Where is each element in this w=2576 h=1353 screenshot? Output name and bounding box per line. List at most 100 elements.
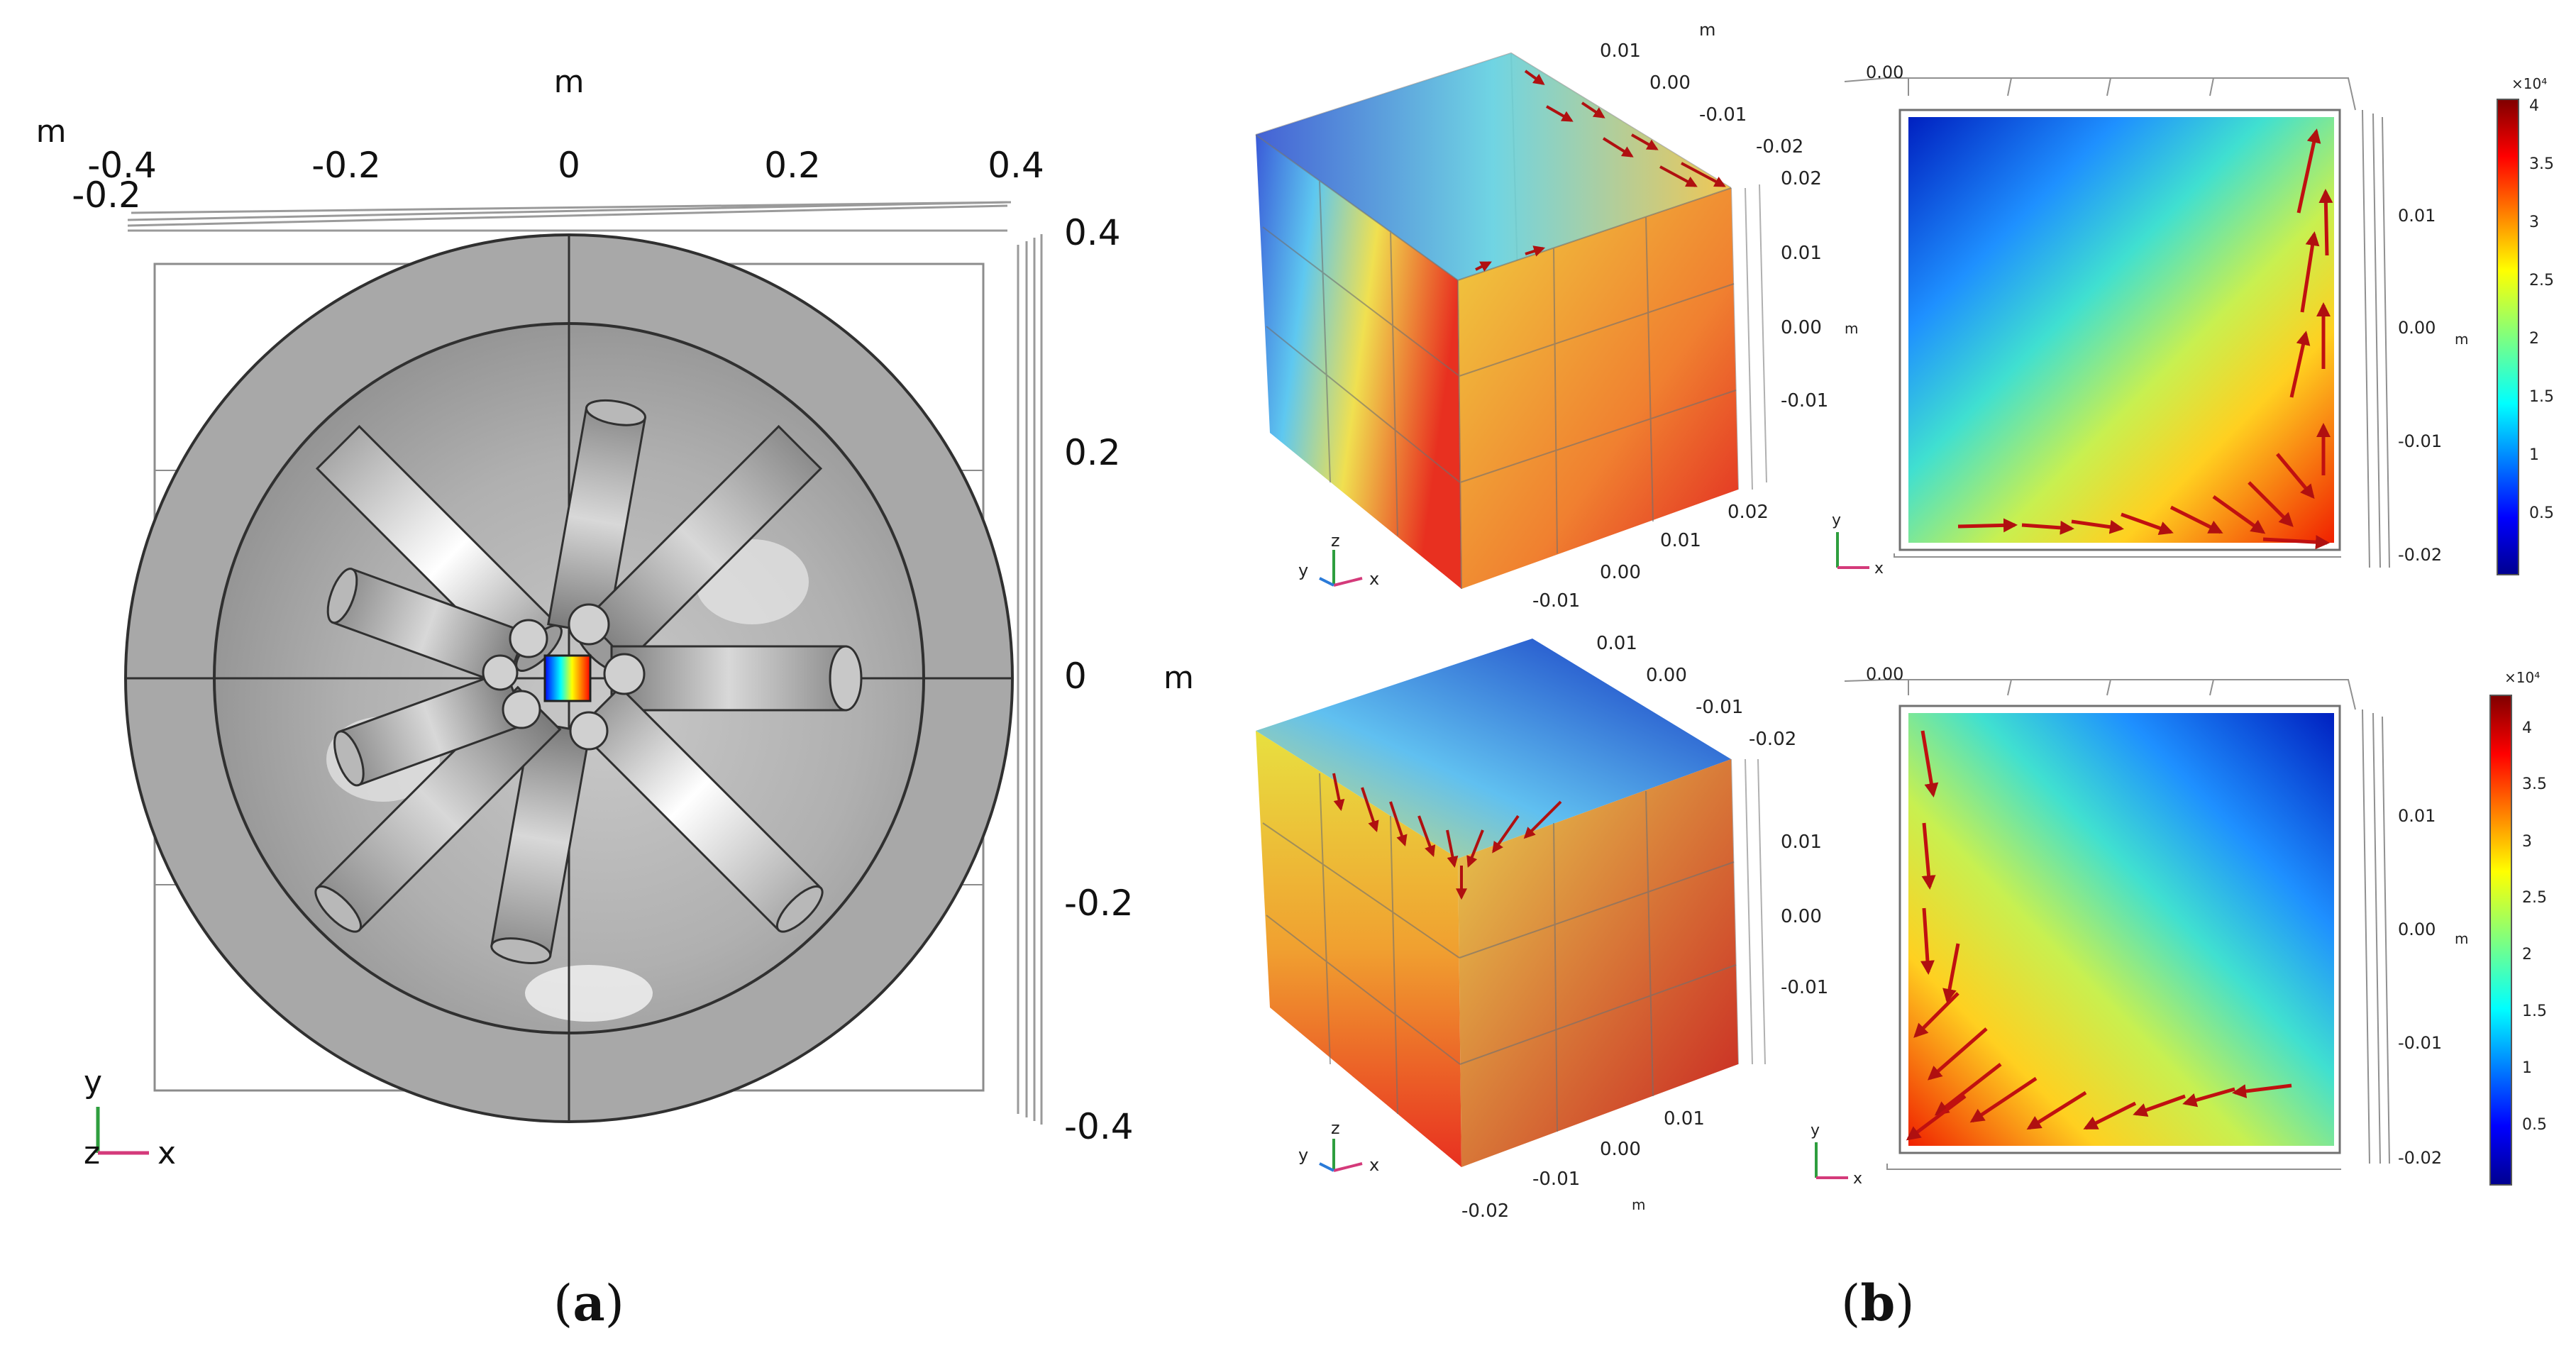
right-tick-4: -0.4 [1064,1106,1134,1147]
top-tick-1: -0.2 [311,145,381,186]
triad-z-label: z [84,1135,100,1171]
caption-a: (a) [553,1274,624,1332]
colorbar-top-tick-5: 1.5 [2529,388,2554,406]
cube-top-right-tick-3: -0.01 [1781,390,1828,412]
colorbar-bottom-tick-6: 1 [2522,1059,2532,1077]
slice-top-right-unit: m [2455,331,2468,348]
cube-bottom-bottom-tick-0: -0.02 [1461,1200,1509,1222]
cube-top-triad-z: z [1331,531,1340,551]
triad-y-label: y [84,1064,102,1100]
colorbar-bottom-tick-5: 1.5 [2522,1003,2547,1020]
cube-bottom-right-tick-1: 0.00 [1781,906,1822,927]
slice-bottom-right-tick-0: 0.01 [2398,806,2436,826]
colorbar-top-tick-3: 2.5 [2529,272,2554,289]
colorbar-bottom-tick-3: 2.5 [2522,889,2547,907]
right-tick-1: 0.2 [1064,432,1121,473]
cube-top-back-tick-1: 0.00 [1649,72,1691,94]
colorbar-bottom-tick-7: 0.5 [2522,1116,2547,1134]
cube-bottom-back-tick-1: 0.00 [1646,665,1687,686]
colorbar-top-tick-0: 4 [2529,97,2539,115]
slice-top: 0.00 0.01 0.00 -0.01 -0.02 m m y x [1832,62,2468,578]
colorbar-top: ×10⁴ 4 3.5 3 2.5 2 1.5 1 0.5 [2497,75,2554,575]
slice-top-triad-x: x [1874,560,1884,578]
top-tick-0: -0.4 [87,145,157,186]
slice-top-right-tick-0: 0.01 [2398,206,2436,226]
cube-bottom-right-tick-0: 0.01 [1781,832,1822,853]
slice-bottom-right-unit: m [2455,930,2468,947]
slice-bottom: 0.00 0.01 0.00 -0.01 -0.02 m y x [1811,664,2468,1188]
cube-bottom-triad-z: z [1331,1118,1340,1138]
cube-bottom-triad-y: y [1298,1145,1308,1165]
colorbar-bottom: ×10⁴ 4 3.5 3 2.5 2 1.5 1 0.5 [2489,669,2547,1186]
colorbar-bottom-exponent: ×10⁴ [2504,669,2540,686]
cube-bottom-triad: z y x [1298,1118,1379,1175]
colorbar-bottom-tick-0: 4 [2522,719,2532,737]
slice-top-right-tick-3: -0.02 [2398,545,2442,565]
right-tick-2: 0 [1064,656,1087,697]
cube-bottom-back-tick-2: -0.01 [1696,697,1743,718]
cube-top: 0.01 0.00 -0.01 -0.02 m 0.02 0.01 0.00 -… [1255,20,1828,612]
colorbar-top-tick-6: 1 [2529,446,2539,464]
slice-bottom-triad: y x [1811,1122,1862,1188]
cube-bottom-right-tick-2: -0.01 [1781,977,1828,998]
triad-x-label: x [157,1135,176,1171]
cube-top-triad: z y x [1298,531,1379,589]
slice-bottom-field [1908,713,2334,1146]
slice-top-right-tick-2: -0.01 [2398,431,2442,451]
colorbar-top-tick-7: 0.5 [2529,504,2554,522]
cube-bottom-bottom-tick-1: -0.01 [1532,1169,1580,1190]
panel-a-coordinate-triad: y z x [84,1064,176,1171]
cube-bottom-back-tick-0: 0.01 [1596,633,1637,654]
slice-top-triad-y: y [1832,512,1841,529]
cube-top-triad-x: x [1369,569,1379,589]
cube-top-right-tick-0: 0.02 [1781,168,1822,189]
colorbar-bottom-tick-1: 3.5 [2522,775,2547,793]
slice-bottom-right-tick-1: 0.00 [2398,920,2436,939]
panel-a-right-axis [1017,234,1043,1125]
colorbar-top-exponent: ×10⁴ [2511,75,2547,92]
cube-top-right-tick-1: 0.01 [1781,243,1822,264]
cube-top-back-tick-2: -0.01 [1699,104,1747,126]
slice-bottom-triad-y: y [1811,1122,1820,1139]
cube-top-triad-y: y [1298,560,1308,580]
cube-bottom-back-tick-3: -0.02 [1749,729,1796,750]
panel-a-top-unit: m [554,64,585,100]
caption-b: (b) [1841,1274,1915,1332]
cube-top-bottom-tick-3: 0.02 [1728,502,1769,523]
slice-top-top-label: 0.00 [1866,62,1903,82]
panel-a: m m -0.4 -0.2 0 0.2 0.4 -0.2 0.4 0.2 0 -… [36,64,1194,1171]
panel-a-left-unit: m [36,114,67,150]
colorbar-top-tick-4: 2 [2529,330,2539,348]
slice-top-left-unit: m [1845,320,1858,337]
rods [314,399,863,964]
slice-top-field [1908,117,2334,543]
center-sample-cube [543,654,592,702]
slice-bottom-top-label: 0.00 [1866,664,1903,684]
top-extra-tick: -0.2 [72,175,141,216]
right-tick-3: -0.2 [1064,883,1134,924]
cube-bottom-bottom-tick-3: 0.01 [1664,1108,1705,1130]
colorbar-bottom-tick-4: 2 [2522,946,2532,963]
cube-top-back-tick-0: 0.01 [1600,40,1641,62]
cube-top-right-tick-2: 0.00 [1781,317,1822,338]
cube-bottom-bottom-tick-2: 0.00 [1600,1139,1641,1160]
top-tick-3: 0.2 [764,145,821,186]
cube-top-back-tick-3: -0.02 [1756,136,1803,158]
colorbar-top-tick-1: 3.5 [2529,155,2554,173]
cube-top-bottom-tick-0: -0.01 [1532,590,1580,612]
colorbar-top-tick-2: 3 [2529,214,2539,231]
right-tick-0: 0.4 [1064,212,1121,253]
cube-bottom: 0.01 0.00 -0.01 -0.02 0.01 0.00 -0.01 -0… [1256,633,1828,1222]
cube-bottom-triad-x: x [1369,1155,1379,1175]
cube-top-bottom-tick-1: 0.00 [1600,562,1641,583]
cube-top-bottom-tick-2: 0.01 [1660,530,1701,551]
slice-top-triad: y x [1832,512,1884,578]
slice-bottom-right-tick-2: -0.01 [2398,1033,2442,1053]
cube-bottom-bottom-unit: m [1632,1196,1645,1213]
cube-top-back-unit: m [1699,20,1715,40]
caption-a-letter: a [573,1274,605,1332]
top-tick-2: 0 [558,145,580,186]
caption-b-letter: b [1860,1274,1896,1332]
